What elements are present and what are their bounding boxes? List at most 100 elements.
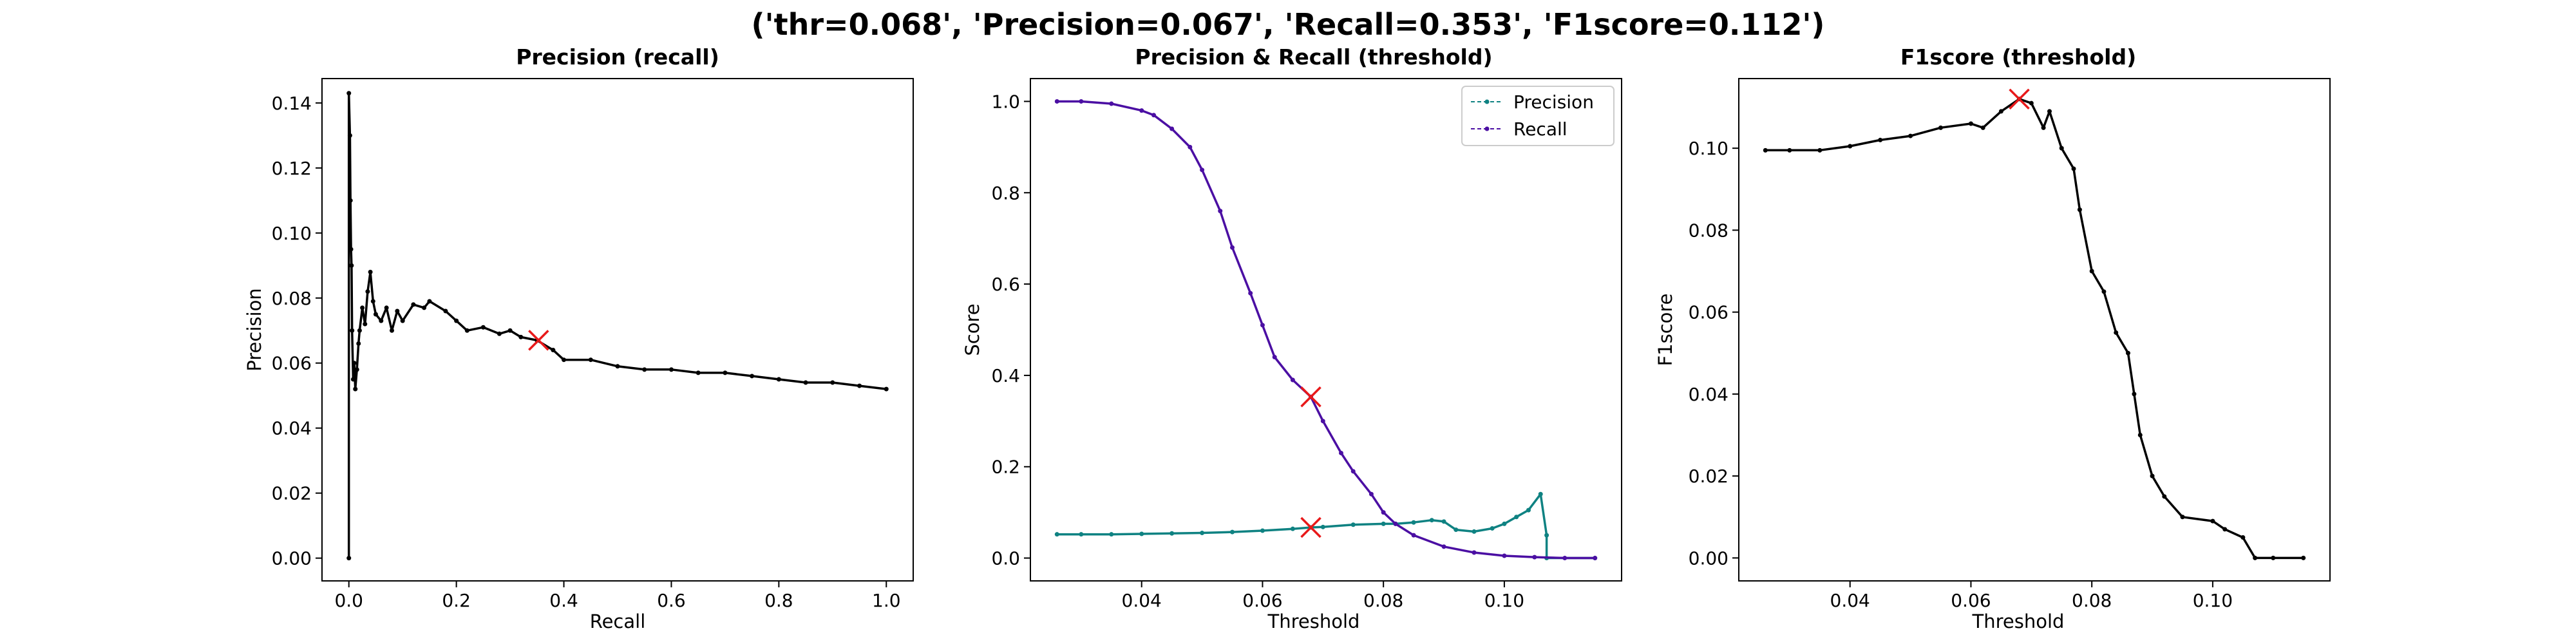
data-point	[1054, 532, 1059, 537]
data-point	[1170, 531, 1175, 536]
data-point	[2253, 555, 2258, 560]
y-tick-label: 0.0	[991, 548, 1020, 569]
data-point	[368, 269, 373, 274]
x-tick-label: 0.04	[1830, 590, 1870, 611]
data-point	[365, 289, 370, 294]
data-point	[348, 198, 353, 203]
data-point	[1218, 209, 1223, 214]
data-point	[1139, 108, 1144, 113]
data-point	[357, 328, 362, 333]
data-point	[1817, 147, 1823, 153]
highlight-marker	[2009, 88, 2030, 110]
data-point	[1260, 528, 1265, 533]
data-point	[1787, 147, 1792, 153]
data-point	[1109, 101, 1114, 106]
data-point	[750, 374, 755, 379]
data-point	[1200, 167, 1205, 173]
series-line-0	[1764, 98, 2305, 560]
y-tick-label: 0.00	[272, 548, 312, 569]
highlight-stroke	[1300, 386, 1321, 408]
axes-frame	[1738, 78, 2331, 582]
y-tick-label: 0.04	[272, 418, 312, 439]
panel-f1score-threshold: F1score (threshold) Threshold F1score 0.…	[1654, 44, 2331, 632]
plot-layer: 0.04 0.06 0.08 0.10 0.00 0.02 0.04 0.06 0.08 0.10	[1689, 88, 2306, 611]
data-point	[1562, 556, 1567, 561]
y-tick-label: 0.06	[272, 353, 312, 374]
data-point	[356, 341, 361, 346]
x-tick-label: 0.08	[2072, 590, 2112, 611]
data-point	[373, 312, 378, 317]
data-point	[353, 386, 358, 392]
data-point	[1320, 524, 1325, 529]
y-axis-label: Precision	[243, 288, 265, 371]
data-point	[2125, 350, 2130, 355]
data-point	[411, 302, 416, 307]
y-tick-label: 0.10	[272, 223, 312, 244]
data-point	[857, 383, 862, 388]
data-point	[1514, 515, 1519, 520]
y-tick-label: 0.04	[1689, 384, 1728, 405]
data-point	[1139, 531, 1144, 536]
data-point	[1188, 144, 1193, 149]
data-point	[2240, 535, 2246, 540]
x-tick-label: 1.0	[872, 590, 901, 611]
data-point	[1980, 125, 1985, 130]
panel-title: Precision (recall)	[516, 44, 719, 70]
highlight-stroke	[2009, 88, 2030, 110]
data-point	[1763, 147, 1768, 153]
data-point	[1593, 556, 1598, 561]
data-point	[1230, 529, 1235, 535]
y-axis-label: F1score	[1654, 293, 1676, 366]
y-tick-label: 0.08	[1689, 220, 1728, 241]
data-point	[354, 367, 359, 372]
data-point	[2114, 330, 2119, 335]
data-point	[2071, 166, 2076, 171]
data-point	[1260, 323, 1265, 328]
data-point	[2271, 555, 2276, 560]
y-tick-label: 0.02	[272, 483, 312, 504]
data-point	[1544, 533, 1549, 538]
data-point	[642, 367, 647, 372]
x-tick-label: 0.4	[549, 590, 578, 611]
data-point	[1200, 531, 1205, 536]
x-tick-label: 0.2	[442, 590, 471, 611]
data-point	[1538, 491, 1543, 497]
data-point	[1290, 377, 1295, 383]
data-point	[1290, 526, 1295, 531]
data-point	[884, 386, 889, 392]
y-tick-label: 0.10	[1689, 138, 1728, 159]
data-point	[2029, 100, 2034, 106]
data-point	[1248, 290, 1253, 296]
data-point	[2150, 473, 2155, 478]
data-point	[360, 305, 365, 310]
data-point	[480, 325, 486, 330]
data-point	[2059, 146, 2064, 151]
data-point	[1490, 526, 1495, 531]
data-point	[1968, 121, 1973, 126]
x-axis-label: Threshold	[1267, 611, 1360, 632]
x-tick-label: 0.08	[1363, 590, 1403, 611]
legend-marker-recall	[1484, 126, 1490, 131]
data-point	[1350, 522, 1356, 527]
x-tick-label: 0.10	[1484, 590, 1524, 611]
data-point	[1381, 510, 1386, 515]
data-point	[2077, 207, 2082, 213]
data-point	[454, 318, 459, 323]
data-point	[803, 380, 808, 385]
y-tick-label: 0.14	[272, 93, 312, 114]
data-point	[422, 305, 427, 310]
data-point	[1054, 99, 1059, 104]
data-point	[2210, 518, 2215, 524]
plot-layer: 0.0 0.2 0.4 0.6 0.8 1.0 0.00 0.02 0.04 0.06 0.08 0.…	[272, 91, 901, 611]
panel-precision-recall: Precision (recall) Recall Precision 0.0 0…	[243, 44, 914, 632]
data-point	[2132, 392, 2137, 397]
data-point	[507, 328, 513, 333]
figure-suptitle: ('thr=0.068', 'Precision=0.067', 'Recall…	[752, 7, 1825, 42]
data-point	[830, 380, 835, 385]
data-point	[1151, 113, 1156, 118]
y-axis-label: Score	[961, 303, 983, 355]
x-tick-label: 0.06	[1242, 590, 1282, 611]
highlight-marker	[1300, 386, 1321, 408]
data-point	[1429, 518, 1434, 523]
